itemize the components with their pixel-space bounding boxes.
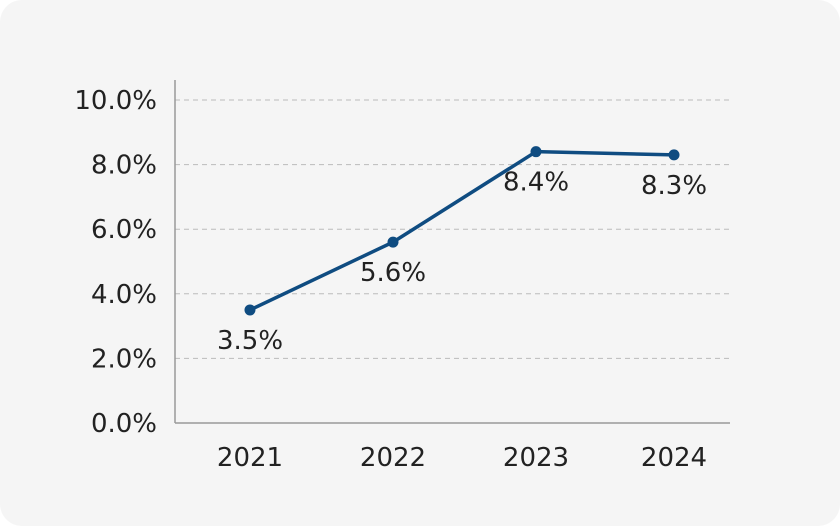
data-point: [387, 236, 399, 248]
gridlines: [175, 99, 730, 359]
data-point: [244, 304, 256, 316]
data-label: 5.6%: [360, 258, 426, 288]
y-tick-label: 2.0%: [91, 344, 157, 374]
data-label: 8.4%: [503, 168, 569, 198]
y-tick-labels: 0.0% 2.0% 4.0% 6.0% 8.0% 10.0%: [74, 86, 157, 439]
data-point: [668, 149, 680, 161]
data-label: 3.5%: [217, 326, 283, 356]
x-tick-label: 2023: [503, 443, 569, 473]
axes: [174, 80, 730, 424]
data-point: [530, 146, 542, 158]
x-tick-label: 2022: [360, 443, 426, 473]
x-tick-labels: 2021 2022 2023 2024: [217, 443, 707, 473]
series-line: [248, 149, 676, 312]
y-tick-label: 8.0%: [91, 151, 157, 181]
x-tick-label: 2024: [641, 443, 707, 473]
data-labels: 3.5% 5.6% 8.4% 8.3%: [217, 168, 707, 356]
y-tick-label: 4.0%: [91, 280, 157, 310]
data-label: 8.3%: [641, 171, 707, 201]
y-tick-label: 6.0%: [91, 215, 157, 245]
y-tick-label: 0.0%: [91, 409, 157, 439]
x-tick-label: 2021: [217, 443, 283, 473]
y-tick-label: 10.0%: [74, 86, 157, 116]
series-layer: [244, 146, 680, 316]
